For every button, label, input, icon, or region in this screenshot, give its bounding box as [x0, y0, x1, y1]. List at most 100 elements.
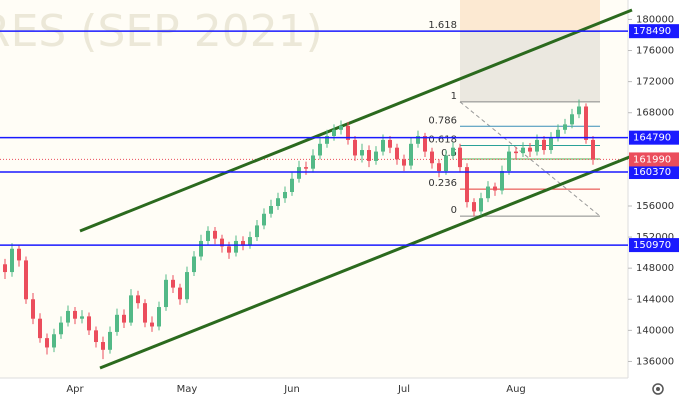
candle-body: [388, 139, 392, 148]
candle-body: [528, 147, 532, 152]
candle-body: [171, 279, 175, 288]
candle-body: [122, 314, 126, 323]
candle-body: [129, 295, 133, 323]
candle-body: [192, 256, 196, 273]
candle-body: [444, 155, 448, 172]
settings-icon-center: [656, 387, 660, 391]
candle-body: [234, 240, 238, 253]
candle-body: [101, 342, 105, 350]
fib-trend: [459, 101, 601, 217]
candle-body: [500, 171, 504, 191]
candle-body: [507, 151, 511, 172]
candle-body: [185, 272, 189, 300]
fib-label: 0: [451, 205, 457, 216]
candle-body: [3, 264, 7, 273]
candle-body: [178, 287, 182, 300]
fib-label: 0.618: [428, 134, 457, 145]
candle-body: [353, 139, 357, 156]
candle-body: [514, 151, 518, 154]
candle-body: [332, 129, 336, 137]
candle-body: [325, 136, 329, 144]
candle-body: [563, 124, 567, 130]
candle-body: [87, 316, 91, 331]
y-tick-label: 168000: [636, 108, 674, 119]
candle-body: [38, 318, 42, 339]
candle-body: [479, 198, 483, 212]
candle-body: [339, 125, 343, 130]
candle-body: [59, 322, 63, 335]
settings-icon[interactable]: [652, 383, 664, 395]
candle-body: [521, 147, 525, 154]
candle-body: [73, 310, 77, 319]
candle-body: [157, 307, 161, 327]
candle-body: [290, 178, 294, 192]
last-price-tag: [629, 152, 679, 167]
fib-label: 0.5: [441, 148, 457, 159]
y-tick-label: 172000: [636, 77, 674, 88]
candle-body: [283, 191, 287, 199]
candle-body: [360, 150, 364, 156]
candle-body: [24, 260, 28, 300]
x-tick-label: Apr: [66, 384, 84, 395]
candle-body: [297, 167, 301, 179]
candle-body: [591, 139, 595, 160]
candle-body: [262, 213, 266, 226]
y-tick-label: 140000: [636, 325, 674, 336]
candle-body: [80, 316, 84, 319]
channel-upper: [79, 8, 633, 233]
candle-body: [423, 136, 427, 152]
y-tick-label: 156000: [636, 201, 674, 212]
level-tag: [629, 130, 679, 145]
price-axis-background: [628, 0, 680, 400]
channel-lower: [99, 154, 633, 370]
candle-body: [549, 137, 553, 151]
y-tick-label: 152000: [636, 232, 674, 243]
level-label: 160370: [633, 167, 671, 178]
candle-body: [584, 106, 588, 140]
candle-body: [458, 147, 462, 168]
candle-body: [136, 295, 140, 304]
candle-body: [570, 114, 574, 125]
candle-body: [255, 225, 259, 238]
candle-body: [318, 143, 322, 156]
y-tick-label: 176000: [636, 46, 674, 57]
candle-body: [94, 330, 98, 343]
y-tick-label: 180000: [636, 14, 674, 25]
candle-body: [535, 139, 539, 152]
candle-body: [17, 248, 21, 261]
candle-body: [45, 338, 49, 348]
candle-body: [451, 147, 455, 156]
candle-body: [556, 129, 560, 138]
candle-body: [269, 205, 273, 214]
candle-body: [311, 155, 315, 169]
candle-body: [402, 159, 406, 166]
candle-body: [143, 303, 147, 323]
candle-body: [472, 202, 476, 212]
candle-body: [395, 147, 399, 160]
candle-body: [10, 248, 14, 273]
fib-label: 0.786: [428, 115, 457, 126]
x-tick-label: Jul: [397, 384, 410, 395]
candle-body: [108, 331, 112, 350]
candle-body: [248, 237, 252, 245]
fib-zone-upper: [460, 0, 600, 32]
candle-body: [115, 314, 119, 332]
candle-body: [52, 334, 56, 348]
candle-body: [493, 186, 497, 191]
candle-body: [206, 230, 210, 241]
last-price-label: 161990: [633, 154, 671, 165]
candle-body: [409, 143, 413, 166]
y-tick-label: 148000: [636, 263, 674, 274]
y-tick-label: 136000: [636, 356, 674, 367]
candle-body: [241, 240, 245, 245]
time-axis-background: [0, 378, 628, 400]
candle-body: [381, 139, 385, 152]
candle-body: [577, 106, 581, 115]
x-tick-label: Jun: [283, 384, 300, 395]
candle-body: [220, 238, 224, 247]
candle-body: [276, 198, 280, 206]
candle-body: [437, 163, 441, 172]
y-tick-label: 144000: [636, 294, 674, 305]
candle-body: [486, 186, 490, 199]
x-tick-label: May: [177, 384, 198, 395]
